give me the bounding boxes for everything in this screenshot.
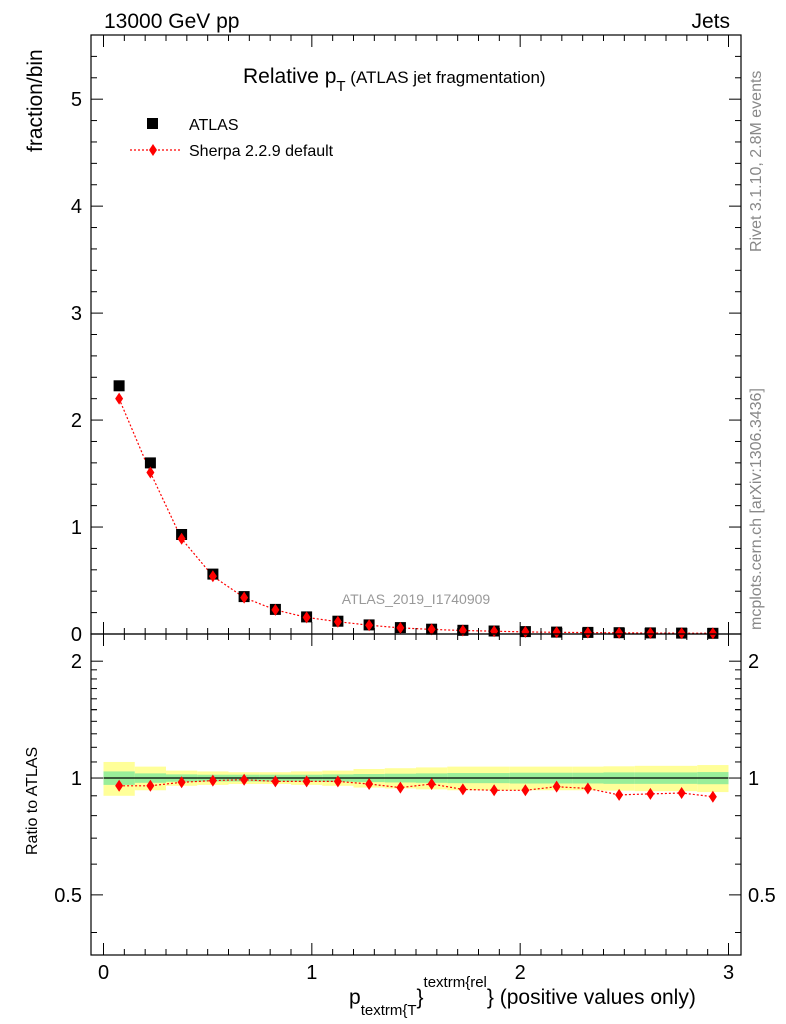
main-y-tick-label: 0 bbox=[71, 624, 82, 646]
title-main: Relative p bbox=[243, 65, 336, 88]
legend-sherpa-label: Sherpa 2.2.9 default bbox=[189, 143, 334, 160]
sherpa-point bbox=[646, 627, 655, 640]
ratio-point bbox=[302, 775, 311, 788]
ratio-point bbox=[583, 782, 592, 795]
ratio-y-axis-label: Ratio to ATLAS bbox=[24, 747, 41, 855]
ratio-y-tick-label: 2 bbox=[71, 651, 82, 673]
main-y-tick-label: 2 bbox=[71, 410, 82, 432]
ratio-uncertainty-bands bbox=[103, 761, 729, 796]
sherpa-point bbox=[396, 621, 405, 634]
main-y-tick-label: 1 bbox=[71, 517, 82, 539]
main-y-tick-label: 5 bbox=[71, 89, 82, 111]
ratio-y-tick-label-right: 1 bbox=[748, 768, 759, 790]
main-panel: Relative pT (ATLAS jet fragmentation) fr… bbox=[24, 34, 742, 646]
ratio-point bbox=[427, 778, 436, 791]
main-axes: 0 1 2 3 4 5 bbox=[71, 34, 742, 646]
ratio-y-tick-label: 1 bbox=[71, 768, 82, 790]
sherpa-point bbox=[677, 627, 686, 640]
x-tick-label: 0 bbox=[98, 962, 109, 984]
main-y-axis-label: fraction/bin bbox=[24, 49, 47, 152]
title-subscript: T bbox=[336, 78, 345, 95]
ratio-y-tick-label-right: 0.5 bbox=[748, 885, 776, 907]
x-label-subscript: textrm{T bbox=[361, 1002, 417, 1019]
sherpa-point bbox=[240, 591, 249, 604]
sherpa-point bbox=[177, 532, 186, 545]
ratio-point bbox=[115, 779, 124, 792]
atlas-point bbox=[144, 457, 156, 469]
main-y-tick-label: 3 bbox=[71, 303, 82, 325]
sherpa-point bbox=[271, 603, 280, 616]
ratio-point bbox=[552, 780, 561, 793]
ratio-point bbox=[146, 779, 155, 792]
ratio-frame bbox=[90, 633, 742, 956]
sherpa-point bbox=[146, 466, 155, 479]
ratio-point bbox=[615, 788, 624, 801]
ratio-point bbox=[646, 787, 655, 800]
sherpa-point bbox=[615, 626, 624, 639]
ratio-point bbox=[333, 775, 342, 788]
ratio-point bbox=[365, 778, 374, 791]
legend-atlas-label: ATLAS bbox=[189, 117, 239, 134]
ratio-point bbox=[396, 781, 405, 794]
ratio-point bbox=[177, 776, 186, 789]
title-rest: (ATLAS jet fragmentation) bbox=[346, 68, 546, 87]
main-y-tick-label: 4 bbox=[71, 196, 82, 218]
x-tick-label: 2 bbox=[515, 962, 526, 984]
legend-atlas-marker bbox=[147, 118, 158, 129]
legend-sherpa-marker bbox=[149, 144, 157, 156]
main-title: Relative pT (ATLAS jet fragmentation) bbox=[243, 65, 546, 95]
analysis-watermark: ATLAS_2019_I1740909 bbox=[342, 591, 491, 607]
ratio-point bbox=[521, 784, 530, 797]
ratio-point bbox=[708, 790, 717, 803]
ratio-point bbox=[677, 787, 686, 800]
atlas-point bbox=[113, 380, 125, 392]
rivet-version-label: Rivet 3.1.10, 2.8M events bbox=[748, 71, 765, 252]
x-tick-label: 1 bbox=[306, 962, 317, 984]
sherpa-point bbox=[552, 626, 561, 639]
mcplots-reference-label: mcplots.cern.ch [arXiv:1306.3436] bbox=[748, 388, 765, 630]
ratio-point bbox=[208, 774, 217, 787]
sherpa-point bbox=[208, 570, 217, 583]
sherpa-point bbox=[708, 627, 717, 640]
ratio-point bbox=[490, 784, 499, 797]
ratio-panel: 0.5 0.5 1 1 2 2 0 1 2 3 Ratio to ATLAS ptextrm{T}… bbox=[24, 633, 776, 1019]
x-tick-label: 3 bbox=[723, 962, 734, 984]
x-label-main: p bbox=[349, 986, 361, 1009]
sherpa-point bbox=[583, 626, 592, 639]
ratio-lines bbox=[119, 779, 713, 798]
sherpa-point bbox=[427, 623, 436, 636]
sherpa-point bbox=[333, 615, 342, 628]
ratio-point bbox=[240, 773, 249, 786]
title-text: Relative pT (ATLAS jet fragmentation) bbox=[243, 65, 546, 95]
ratio-points bbox=[115, 773, 717, 803]
x-label-rest: } (positive values only) bbox=[487, 986, 696, 1009]
ratio-point bbox=[458, 783, 467, 796]
ratio-y-tick-label: 0.5 bbox=[54, 885, 82, 907]
sherpa-point bbox=[302, 611, 311, 624]
sherpa-point bbox=[521, 625, 530, 638]
ratio-curve bbox=[119, 779, 713, 798]
x-label-close: } bbox=[417, 986, 424, 1009]
x-axis-label: ptextrm{T}textrm{rel} (positive values o… bbox=[349, 974, 696, 1019]
ratio-axes: 0.5 0.5 1 1 2 2 0 1 2 3 bbox=[54, 633, 776, 984]
header-energy-label: 13000 GeV pp bbox=[104, 10, 239, 33]
legend: ATLAS Sherpa 2.2.9 default bbox=[130, 117, 334, 160]
sherpa-point bbox=[365, 619, 374, 632]
sherpa-point bbox=[115, 392, 124, 405]
ratio-y-tick-label-right: 2 bbox=[748, 651, 759, 673]
main-points bbox=[113, 380, 719, 640]
header-process-label: Jets bbox=[691, 10, 730, 33]
ratio-point bbox=[271, 775, 280, 788]
x-label-superscript: textrm{rel bbox=[424, 974, 487, 991]
